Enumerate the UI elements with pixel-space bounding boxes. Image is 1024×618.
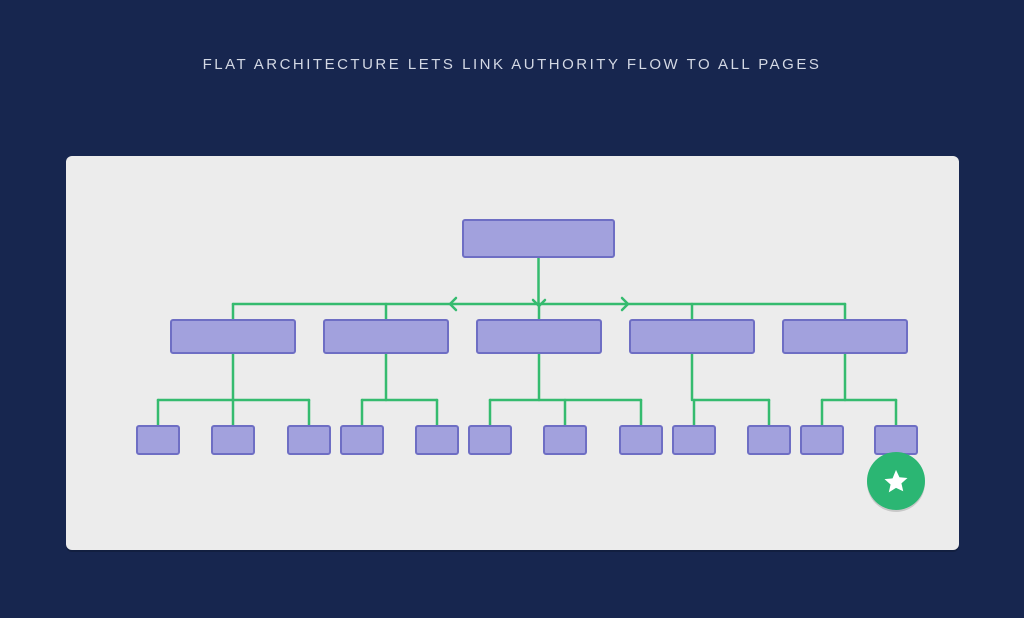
star-badge xyxy=(867,452,925,510)
architecture-tree-diagram xyxy=(66,156,959,550)
diagram-panel xyxy=(66,156,959,550)
page: FLAT ARCHITECTURE LETS LINK AUTHORITY FL… xyxy=(0,0,1024,618)
star-icon xyxy=(882,467,910,495)
page-title: FLAT ARCHITECTURE LETS LINK AUTHORITY FL… xyxy=(0,56,1024,73)
